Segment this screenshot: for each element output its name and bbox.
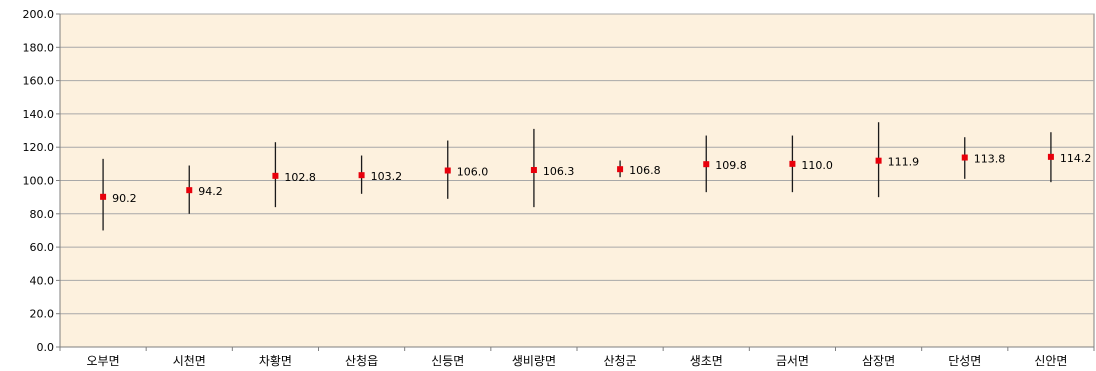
data-labels: 90.2 94.2 102.8 103.2 106.0 106.3 106.8 109.8 11… xyxy=(112,152,1091,205)
data-label: 90.2 xyxy=(112,192,137,205)
data-point xyxy=(186,187,193,194)
y-tick-label: 200.0 xyxy=(23,8,55,21)
y-tick-label: 120.0 xyxy=(23,141,55,154)
data-label: 110.0 xyxy=(801,159,833,172)
data-label: 106.3 xyxy=(543,165,575,178)
data-point xyxy=(617,166,624,173)
category-label: 산청군 xyxy=(604,354,637,368)
category-label: 산청읍 xyxy=(345,354,378,368)
y-tick-label: 80.0 xyxy=(30,208,55,221)
data-label: 114.2 xyxy=(1060,152,1092,165)
y-tick-label: 100.0 xyxy=(23,175,55,188)
y-tick-label: 180.0 xyxy=(23,41,55,54)
category-label: 생초면 xyxy=(690,354,723,368)
category-label: 삼장면 xyxy=(862,354,895,368)
data-point xyxy=(444,167,451,174)
y-axis-tick-labels: 0.0 20.0 40.0 60.0 80.0 100.0 120.0 140.0 160.0 1… xyxy=(23,8,55,354)
data-label: 106.0 xyxy=(457,166,489,179)
data-point xyxy=(100,193,107,200)
y-tick-label: 0.0 xyxy=(37,341,55,354)
data-point xyxy=(875,157,882,164)
data-label: 103.2 xyxy=(371,170,403,183)
category-label: 오부면 xyxy=(87,354,120,368)
category-label: 단성면 xyxy=(948,354,981,368)
data-point xyxy=(358,172,365,179)
y-tick-label: 160.0 xyxy=(23,75,55,88)
data-point xyxy=(272,172,279,179)
y-tick-label: 40.0 xyxy=(30,274,55,287)
category-label: 생비량면 xyxy=(512,354,556,368)
category-label: 신등면 xyxy=(431,354,464,368)
x-axis-category-labels: 오부면 시천면 차황면 산청읍 신등면 생비량면 산청군 생초면 금서면 삼장면 단성면 신안면 xyxy=(87,353,1068,368)
category-label: 차황면 xyxy=(259,354,292,368)
data-label: 102.8 xyxy=(284,171,316,184)
gridlines xyxy=(56,13,1094,348)
category-label: 신안면 xyxy=(1034,354,1067,368)
data-point xyxy=(530,167,537,174)
data-label: 111.9 xyxy=(888,156,920,169)
data-point xyxy=(703,161,710,168)
axes xyxy=(59,14,1095,351)
data-point xyxy=(961,154,968,161)
data-point xyxy=(789,160,796,167)
data-label: 109.8 xyxy=(715,159,747,172)
markers xyxy=(100,153,1054,200)
data-label: 94.2 xyxy=(198,185,223,198)
data-point xyxy=(1047,153,1054,160)
y-tick-label: 20.0 xyxy=(30,308,55,321)
data-label: 113.8 xyxy=(974,153,1006,166)
category-label: 금서면 xyxy=(776,354,809,368)
y-tick-label: 140.0 xyxy=(23,108,55,121)
category-label: 시천면 xyxy=(173,353,206,368)
data-label: 106.8 xyxy=(629,164,661,177)
y-tick-label: 60.0 xyxy=(30,241,55,254)
